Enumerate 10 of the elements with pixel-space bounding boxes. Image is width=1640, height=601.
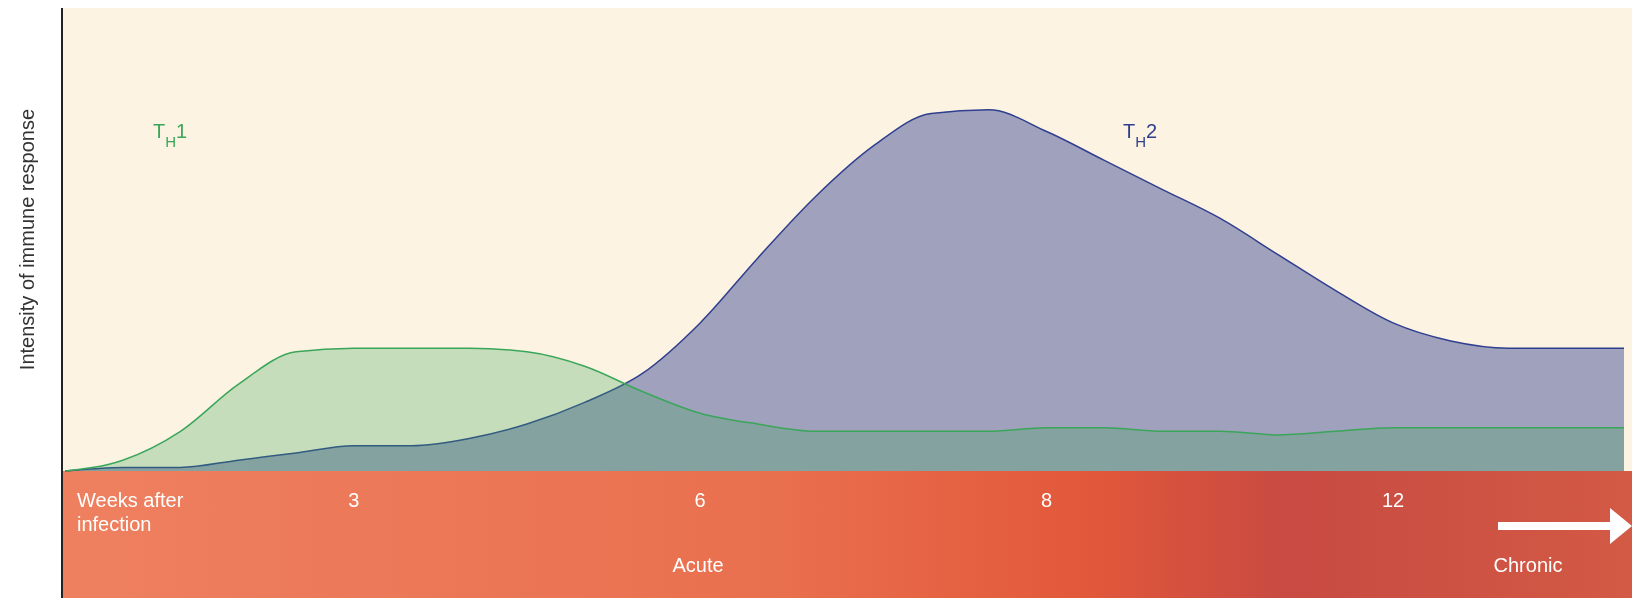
text: Acute xyxy=(671,554,725,577)
x-axis-title: Weeks after infection xyxy=(77,488,185,536)
x-tick-label: 6 xyxy=(694,489,706,511)
x-tick-label: 8 xyxy=(1041,489,1053,511)
text: Chronic xyxy=(1492,554,1564,577)
y-axis-title: Intensity of immune response xyxy=(16,108,40,371)
x-tick-label: 12 xyxy=(1381,489,1405,511)
text: T$_{H}$1 xyxy=(153,120,188,150)
series-label: T$_{H}$2 xyxy=(1123,120,1158,150)
x-tick-label: 3 xyxy=(348,489,360,511)
